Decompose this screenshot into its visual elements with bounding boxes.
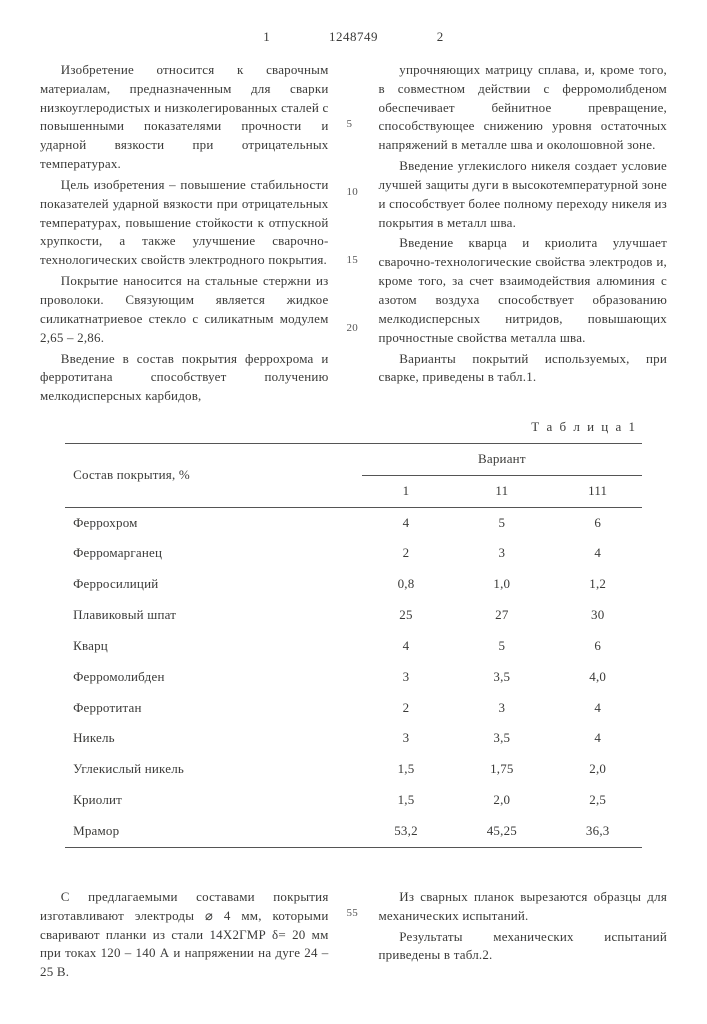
- component-value: 27: [450, 600, 553, 631]
- component-value: 25: [362, 600, 450, 631]
- component-value: 3: [450, 538, 553, 569]
- paragraph: упрочняющих матрицу сплава, и, кроме тог…: [379, 61, 668, 155]
- line-mark: 15: [347, 253, 361, 269]
- component-value: 2: [362, 538, 450, 569]
- table-row: Никель33,54: [65, 723, 642, 754]
- paragraph: Покрытие наносится на стальные стержни и…: [40, 272, 329, 347]
- component-name: Ферромарганец: [65, 538, 362, 569]
- paragraph: Введение углекислого никеля создает усло…: [379, 157, 668, 232]
- row-header: Состав покрытия, %: [65, 443, 362, 507]
- line-mark: 20: [347, 321, 361, 337]
- table-row: Криолит1,52,02,5: [65, 785, 642, 816]
- paragraph: Результаты механических испытаний привед…: [379, 928, 668, 966]
- table-row: Мрамор53,245,2536,3: [65, 816, 642, 847]
- line-mark: 10: [347, 185, 361, 201]
- line-numbers: 55: [347, 888, 361, 984]
- component-name: Ферротитан: [65, 693, 362, 724]
- component-value: 36,3: [554, 816, 642, 847]
- component-name: Никель: [65, 723, 362, 754]
- line-numbers: 5 10 15 20: [347, 61, 361, 408]
- component-name: Кварц: [65, 631, 362, 662]
- right-column: упрочняющих матрицу сплава, и, кроме тог…: [379, 61, 668, 408]
- variant-header: Вариант: [362, 443, 642, 475]
- component-name: Феррохром: [65, 507, 362, 538]
- component-name: Ферромолибден: [65, 662, 362, 693]
- component-value: 3: [362, 662, 450, 693]
- component-value: 3,5: [450, 723, 553, 754]
- component-value: 2,0: [450, 785, 553, 816]
- component-value: 0,8: [362, 569, 450, 600]
- component-value: 2,0: [554, 754, 642, 785]
- table-row: Феррохром456: [65, 507, 642, 538]
- paragraph: Введение в состав покрытия феррохрома и …: [40, 350, 329, 407]
- table-row: Ферротитан234: [65, 693, 642, 724]
- upper-columns: Изобретение относится к сварочным матери…: [40, 61, 667, 408]
- component-value: 3,5: [450, 662, 553, 693]
- component-value: 1,5: [362, 754, 450, 785]
- left-column: Изобретение относится к сварочным матери…: [40, 61, 329, 408]
- col-header: 11: [450, 475, 553, 507]
- component-name: Мрамор: [65, 816, 362, 847]
- table-row: Ферромарганец234: [65, 538, 642, 569]
- table-row: Плавиковый шпат252730: [65, 600, 642, 631]
- table-row: Ферросилиций0,81,01,2: [65, 569, 642, 600]
- component-value: 4,0: [554, 662, 642, 693]
- composition-table: Состав покрытия, % Вариант 1 11 111 Ферр…: [65, 443, 642, 848]
- component-value: 3: [450, 693, 553, 724]
- component-value: 5: [450, 507, 553, 538]
- component-value: 3: [362, 723, 450, 754]
- paragraph: Из сварных планок вырезаются образцы для…: [379, 888, 668, 926]
- component-value: 1,0: [450, 569, 553, 600]
- component-name: Ферросилиций: [65, 569, 362, 600]
- component-value: 1,75: [450, 754, 553, 785]
- component-value: 4: [362, 631, 450, 662]
- component-value: 4: [554, 538, 642, 569]
- line-mark: 5: [347, 117, 361, 133]
- lower-left-column: С предлагаемыми составами покрытия изгот…: [40, 888, 329, 984]
- line-mark: 55: [347, 906, 361, 922]
- page-left: 1: [263, 28, 270, 47]
- paragraph: Изобретение относится к сварочным матери…: [40, 61, 329, 174]
- component-value: 45,25: [450, 816, 553, 847]
- component-value: 2: [362, 693, 450, 724]
- component-name: Плавиковый шпат: [65, 600, 362, 631]
- component-value: 4: [554, 723, 642, 754]
- component-value: 2,5: [554, 785, 642, 816]
- table-caption: Т а б л и ц а 1: [40, 418, 637, 437]
- component-value: 53,2: [362, 816, 450, 847]
- component-value: 1,5: [362, 785, 450, 816]
- component-name: Углекислый никель: [65, 754, 362, 785]
- col-header: 1: [362, 475, 450, 507]
- paragraph: С предлагаемыми составами покрытия изгот…: [40, 888, 329, 982]
- table-row: Кварц456: [65, 631, 642, 662]
- lower-columns: С предлагаемыми составами покрытия изгот…: [40, 888, 667, 984]
- doc-number: 1248749: [329, 29, 378, 44]
- paragraph: Варианты покрытий используемых, при свар…: [379, 350, 668, 388]
- component-value: 30: [554, 600, 642, 631]
- paragraph: Введение кварца и криолита улучшает свар…: [379, 234, 668, 347]
- lower-right-column: Из сварных планок вырезаются образцы для…: [379, 888, 668, 984]
- component-value: 4: [554, 693, 642, 724]
- table-row: Углекислый никель1,51,752,0: [65, 754, 642, 785]
- component-name: Криолит: [65, 785, 362, 816]
- component-value: 1,2: [554, 569, 642, 600]
- doc-header: 1 1248749 2: [40, 28, 667, 47]
- table-row: Ферромолибден33,54,0: [65, 662, 642, 693]
- page-right: 2: [437, 28, 444, 47]
- component-value: 5: [450, 631, 553, 662]
- component-value: 6: [554, 507, 642, 538]
- component-value: 4: [362, 507, 450, 538]
- component-value: 6: [554, 631, 642, 662]
- paragraph: Цель изобретения – повышение стабильност…: [40, 176, 329, 270]
- col-header: 111: [554, 475, 642, 507]
